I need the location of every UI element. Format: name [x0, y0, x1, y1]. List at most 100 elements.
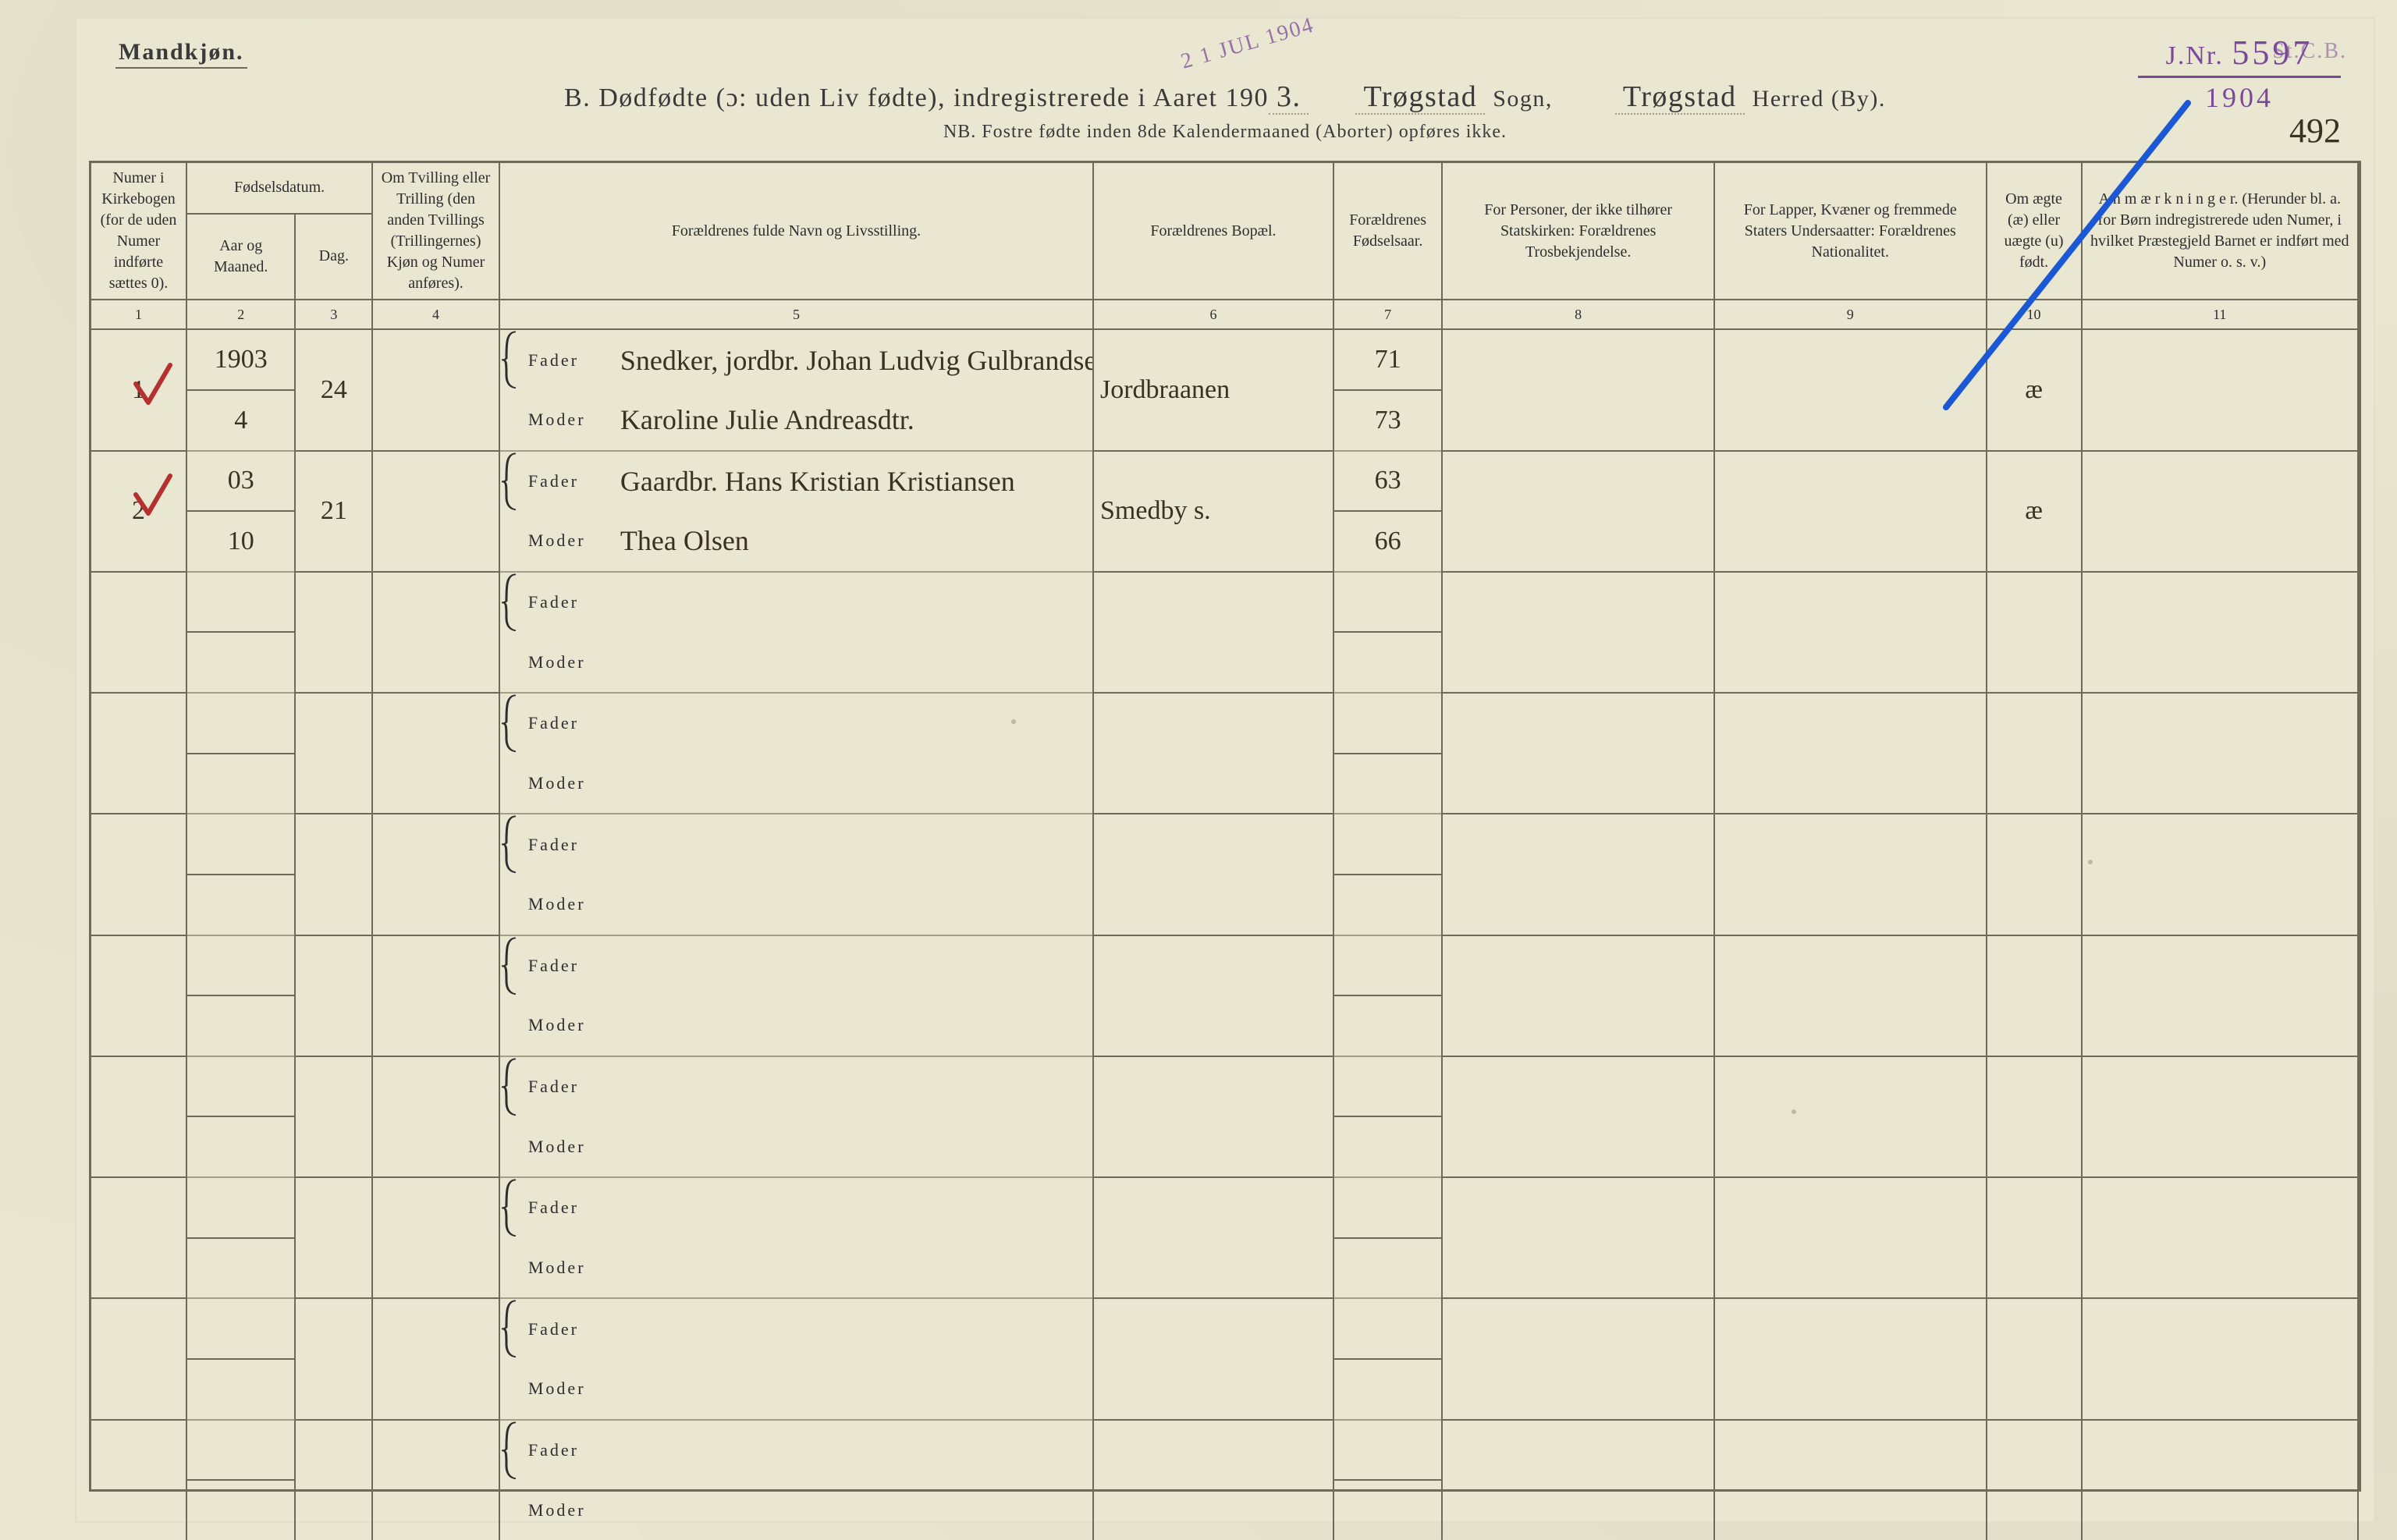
- colnum-7: 7: [1333, 300, 1442, 329]
- cell-col8: [1442, 693, 1714, 814]
- role-mother-label: Moder: [520, 511, 614, 571]
- table-row: Fader: [91, 1056, 2358, 1117]
- cell-day: [295, 814, 372, 935]
- cell-parents: Fader: [499, 1298, 1093, 1359]
- cell-year-month-top: [186, 1420, 295, 1481]
- father-name: [614, 1299, 1092, 1359]
- cell-legitimacy: [1987, 693, 2082, 814]
- father-name: [614, 694, 1092, 754]
- father-name: [614, 1057, 1092, 1117]
- red-tick-icon: [131, 360, 175, 410]
- red-tick-icon: [131, 471, 175, 521]
- role-father-label: Fader: [520, 936, 614, 996]
- colnum-9: 9: [1714, 300, 1987, 329]
- cell-day: [295, 1177, 372, 1298]
- curly-brace-icon: [500, 452, 520, 512]
- role-father-label: Fader: [520, 814, 614, 875]
- table-body: 1 1903 24 Fader Snedker, jordbr. Johan L…: [91, 329, 2358, 1540]
- cell-parents: Moder: [499, 995, 1093, 1056]
- cell-col1: [91, 935, 186, 1056]
- cell-year-month-top: [186, 935, 295, 996]
- cell-year-month-bot: [186, 1359, 295, 1420]
- cell-col4: [372, 1177, 499, 1298]
- cell-col4: [372, 935, 499, 1056]
- curly-brace-spacer: [500, 1116, 520, 1176]
- cell-col1: [91, 572, 186, 693]
- register-frame: Numer i Kirkebogen (for de uden Numer in…: [89, 161, 2361, 1492]
- cell-residence: [1093, 1056, 1333, 1177]
- table-row: Fader: [91, 572, 2358, 633]
- cell-parents: Moder: [499, 632, 1093, 693]
- cell-legitimacy: [1987, 1420, 2082, 1540]
- cell-residence: Jordbraanen: [1093, 329, 1333, 450]
- col7-head: Forældrenes Fødselsaar.: [1333, 163, 1442, 300]
- cell-year-month-bot: [186, 875, 295, 935]
- cell-col4: [372, 693, 499, 814]
- cell-col4: [372, 1298, 499, 1419]
- role-mother-label: Moder: [520, 1116, 614, 1176]
- cell-col1: [91, 693, 186, 814]
- nb-note: NB. Fostre fødte inden 8de Kalendermaane…: [75, 122, 2375, 143]
- cell-year-month-bot: [186, 1480, 295, 1540]
- cell-residence: [1093, 1420, 1333, 1540]
- role-mother-label: Moder: [520, 1480, 614, 1540]
- colnum-2: 2: [186, 300, 295, 329]
- role-mother-label: Moder: [520, 1359, 614, 1419]
- paper-speck: [2088, 860, 2093, 864]
- cell-col9: [1714, 1177, 1987, 1298]
- curly-brace-icon: [500, 936, 520, 996]
- cell-remarks: [2082, 1420, 2358, 1540]
- cell-year-month-bot: [186, 754, 295, 814]
- cell-year-month-bot: [186, 995, 295, 1056]
- mother-name: Thea Olsen: [614, 511, 1092, 571]
- cell-legitimacy: [1987, 572, 2082, 693]
- role-father-label: Fader: [520, 452, 614, 512]
- cell-birthyear-mother: 66: [1333, 511, 1442, 572]
- sogn-label: Sogn,: [1493, 86, 1553, 112]
- cell-col4: [372, 572, 499, 693]
- cell-birthyear-father: [1333, 1420, 1442, 1481]
- cell-col4: [372, 814, 499, 935]
- cell-birthyear-father: [1333, 1056, 1442, 1117]
- cell-remarks: [2082, 1298, 2358, 1419]
- role-mother-label: Moder: [520, 390, 614, 450]
- cell-birthyear-mother: [1333, 995, 1442, 1056]
- curly-brace-icon: [500, 330, 520, 390]
- cell-remarks: [2082, 451, 2358, 572]
- cell-parents: Moder: [499, 1480, 1093, 1540]
- role-father-label: Fader: [520, 1421, 614, 1481]
- receipt-date-stamp: 2 1 JUL 1904: [1178, 12, 1317, 74]
- cell-parents: Fader: [499, 572, 1093, 633]
- colnum-8: 8: [1442, 300, 1714, 329]
- cell-col8: [1442, 814, 1714, 935]
- cell-legitimacy: [1987, 1298, 2082, 1419]
- jnr-label: J.Nr.: [2166, 41, 2224, 70]
- cell-parents: Fader: [499, 1056, 1093, 1117]
- cell-year-month-bot: 10: [186, 511, 295, 572]
- colnum-5: 5: [499, 300, 1093, 329]
- mother-name: [614, 1359, 1092, 1419]
- cell-legitimacy: [1987, 1056, 2082, 1177]
- mother-name: Karoline Julie Andreasdtr.: [614, 390, 1092, 450]
- cell-birthyear-father: [1333, 1177, 1442, 1238]
- cell-legitimacy: [1987, 935, 2082, 1056]
- cell-birthyear-mother: [1333, 1480, 1442, 1540]
- gender-heading: Mandkjøn.: [115, 39, 247, 69]
- col5-head: Forældrenes fulde Navn og Livsstilling.: [499, 163, 1093, 300]
- role-father-label: Fader: [520, 694, 614, 754]
- curly-brace-icon: [500, 814, 520, 875]
- cell-col9: [1714, 1298, 1987, 1419]
- cell-residence: [1093, 935, 1333, 1056]
- father-name: [614, 814, 1092, 875]
- colnum-4: 4: [372, 300, 499, 329]
- role-father-label: Fader: [520, 573, 614, 633]
- curly-brace-icon: [500, 573, 520, 633]
- colnum-6: 6: [1093, 300, 1333, 329]
- cell-year-month-top: 1903: [186, 329, 295, 390]
- curly-brace-spacer: [500, 632, 520, 692]
- table-row: Fader: [91, 814, 2358, 875]
- cell-parents: Fader Snedker, jordbr. Johan Ludvig Gulb…: [499, 329, 1093, 390]
- title-year-hand: 3.: [1269, 80, 1309, 115]
- cell-birthyear-mother: [1333, 1116, 1442, 1177]
- mother-name: [614, 875, 1092, 935]
